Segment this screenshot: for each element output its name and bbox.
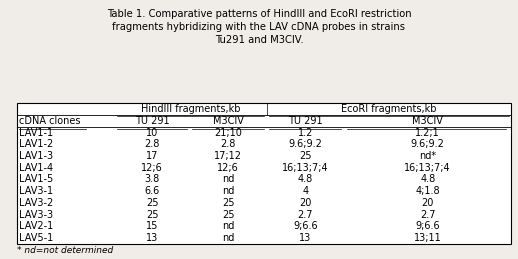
Text: 25: 25 (222, 198, 234, 208)
Text: TU 291: TU 291 (135, 116, 169, 126)
Text: 4.8: 4.8 (298, 175, 313, 184)
Text: 25: 25 (299, 151, 312, 161)
Text: 2.8: 2.8 (145, 139, 160, 149)
Text: 9.6;9.2: 9.6;9.2 (289, 139, 322, 149)
Text: 9;6.6: 9;6.6 (293, 221, 318, 231)
Text: LAV2-1: LAV2-1 (19, 221, 54, 231)
Text: TU 291: TU 291 (288, 116, 323, 126)
Text: LAV1-2: LAV1-2 (19, 139, 54, 149)
Text: HindIII fragments,kb: HindIII fragments,kb (141, 104, 240, 114)
Text: M3CIV: M3CIV (213, 116, 243, 126)
Text: 3.8: 3.8 (145, 175, 160, 184)
Text: nd: nd (222, 221, 234, 231)
Text: 21;10: 21;10 (214, 128, 242, 138)
Text: EcoRI fragments,kb: EcoRI fragments,kb (341, 104, 437, 114)
Text: LAV1-3: LAV1-3 (19, 151, 53, 161)
Text: 2.8: 2.8 (220, 139, 236, 149)
Text: 4.8: 4.8 (420, 175, 435, 184)
Text: 9;6.6: 9;6.6 (415, 221, 440, 231)
Text: LAV3-2: LAV3-2 (19, 198, 54, 208)
Text: 16;13;7;4: 16;13;7;4 (282, 163, 329, 173)
Text: 17;12: 17;12 (214, 151, 242, 161)
Text: nd: nd (222, 186, 234, 196)
Text: LAV1-5: LAV1-5 (19, 175, 54, 184)
Text: 17: 17 (146, 151, 159, 161)
Text: 25: 25 (146, 198, 159, 208)
Text: nd: nd (222, 233, 234, 243)
Text: 25: 25 (146, 210, 159, 220)
Text: 6.6: 6.6 (145, 186, 160, 196)
Text: M3CIV: M3CIV (412, 116, 443, 126)
Text: cDNA clones: cDNA clones (19, 116, 81, 126)
Text: 4;1.8: 4;1.8 (415, 186, 440, 196)
Text: 16;13;7;4: 16;13;7;4 (405, 163, 451, 173)
Text: LAV3-1: LAV3-1 (19, 186, 53, 196)
Text: nd: nd (222, 175, 234, 184)
Text: 25: 25 (222, 210, 234, 220)
Text: 13;11: 13;11 (414, 233, 442, 243)
Text: 1.2;1: 1.2;1 (415, 128, 440, 138)
Text: 20: 20 (299, 198, 311, 208)
Text: 4: 4 (303, 186, 308, 196)
Text: 2.7: 2.7 (298, 210, 313, 220)
Text: nd*: nd* (419, 151, 436, 161)
Text: LAV3-3: LAV3-3 (19, 210, 53, 220)
Text: * nd=not determined: * nd=not determined (17, 246, 113, 255)
Text: 10: 10 (146, 128, 158, 138)
Text: 13: 13 (146, 233, 158, 243)
Text: 20: 20 (422, 198, 434, 208)
Text: 12;6: 12;6 (141, 163, 163, 173)
Text: Table 1. Comparative patterns of HindIII and EcoRI restriction
fragments hybridi: Table 1. Comparative patterns of HindIII… (107, 9, 411, 45)
Text: 15: 15 (146, 221, 159, 231)
Text: LAV1-1: LAV1-1 (19, 128, 53, 138)
Text: 13: 13 (299, 233, 311, 243)
Text: 2.7: 2.7 (420, 210, 436, 220)
Text: 9.6;9.2: 9.6;9.2 (411, 139, 444, 149)
Text: LAV1-4: LAV1-4 (19, 163, 53, 173)
Text: LAV5-1: LAV5-1 (19, 233, 54, 243)
Text: 12;6: 12;6 (217, 163, 239, 173)
Text: 1.2: 1.2 (298, 128, 313, 138)
